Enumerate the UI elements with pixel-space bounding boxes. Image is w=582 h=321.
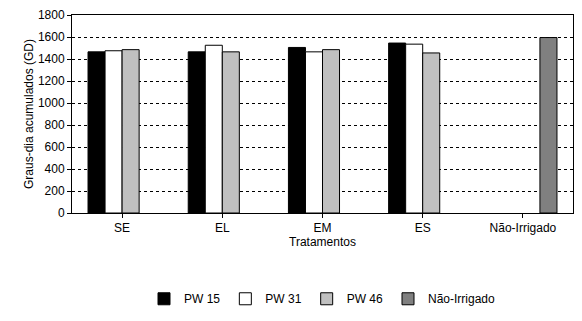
svg-text:800: 800	[45, 118, 65, 132]
svg-text:1400: 1400	[38, 52, 65, 66]
svg-text:EM: EM	[314, 221, 332, 235]
svg-text:0: 0	[58, 206, 65, 220]
svg-text:1000: 1000	[38, 96, 65, 110]
svg-text:SE: SE	[114, 221, 130, 235]
svg-text:400: 400	[45, 162, 65, 176]
svg-text:PW 31: PW 31	[265, 292, 301, 306]
svg-text:Não-Irrigado: Não-Irrigado	[490, 221, 557, 235]
svg-text:ES: ES	[415, 221, 431, 235]
svg-text:PW 46: PW 46	[347, 292, 383, 306]
svg-text:1600: 1600	[38, 30, 65, 44]
svg-text:Tratamentos: Tratamentos	[289, 235, 356, 249]
svg-text:1800: 1800	[38, 8, 65, 22]
svg-text:PW 15: PW 15	[184, 292, 220, 306]
svg-text:Não-Irrigado: Não-Irrigado	[428, 292, 495, 306]
svg-text:Graus-dia acumulados (GD): Graus-dia acumulados (GD)	[22, 39, 36, 189]
svg-text:1200: 1200	[38, 74, 65, 88]
svg-text:EL: EL	[215, 221, 230, 235]
svg-text:200: 200	[45, 184, 65, 198]
svg-text:600: 600	[45, 140, 65, 154]
